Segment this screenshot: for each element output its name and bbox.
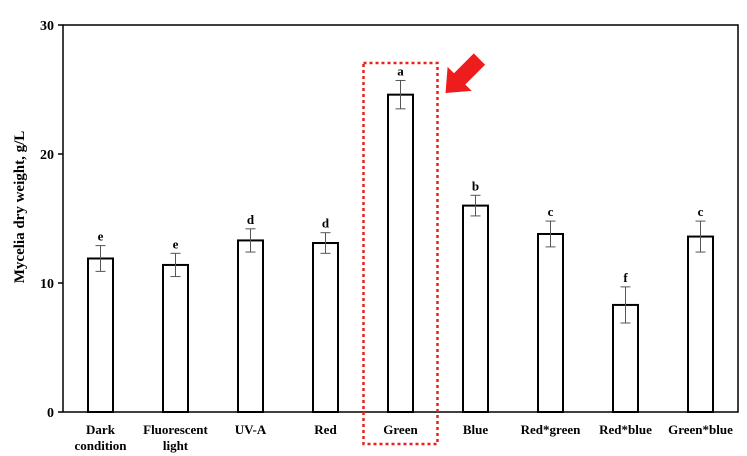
x-tick-label: Green: [383, 422, 418, 437]
significance-label: c: [548, 204, 554, 219]
y-tick-label: 0: [47, 406, 54, 421]
y-tick-label: 30: [40, 19, 54, 34]
arrow-shape: [445, 53, 486, 93]
x-tick-label: Red*green: [521, 422, 581, 437]
error-bars-layer: [95, 79, 706, 324]
bar: [537, 232, 564, 413]
highlight-arrow: [445, 53, 486, 93]
bar: [387, 93, 414, 413]
x-tick-label: Red: [314, 422, 337, 437]
significance-labels-layer: e e d d a b c f c: [98, 63, 704, 284]
bars-layer: [87, 93, 714, 413]
bar: [462, 204, 489, 413]
x-tick-label: Green*blue: [668, 422, 733, 437]
bar: [87, 257, 114, 413]
significance-label: f: [623, 270, 628, 285]
highlight-layer: [362, 53, 486, 446]
significance-label: d: [247, 212, 255, 227]
y-tick-label: 10: [40, 277, 54, 292]
x-tick-label: Fluorescent: [143, 422, 208, 437]
significance-label: c: [698, 204, 704, 219]
bar: [687, 235, 714, 413]
x-tick-label: condition: [74, 438, 127, 453]
x-tick-label: Red*blue: [599, 422, 652, 437]
bar: [312, 242, 339, 413]
y-axis: 0 10 20 30: [40, 19, 63, 421]
significance-label: b: [472, 178, 479, 193]
y-tick-label: 20: [40, 148, 54, 163]
bar: [162, 263, 189, 413]
bar: [237, 239, 264, 413]
significance-label: d: [322, 216, 330, 231]
x-tick-label: Blue: [463, 422, 489, 437]
significance-label: a: [397, 63, 404, 78]
highlight-box: [362, 61, 439, 446]
x-tick-label: UV-A: [235, 422, 267, 437]
x-tick-label: Dark: [86, 422, 116, 437]
x-tick-label: light: [163, 438, 189, 453]
y-axis-label: Mycelia dry weight, g/L: [12, 131, 28, 283]
significance-label: e: [173, 236, 179, 251]
significance-label: e: [98, 229, 104, 244]
